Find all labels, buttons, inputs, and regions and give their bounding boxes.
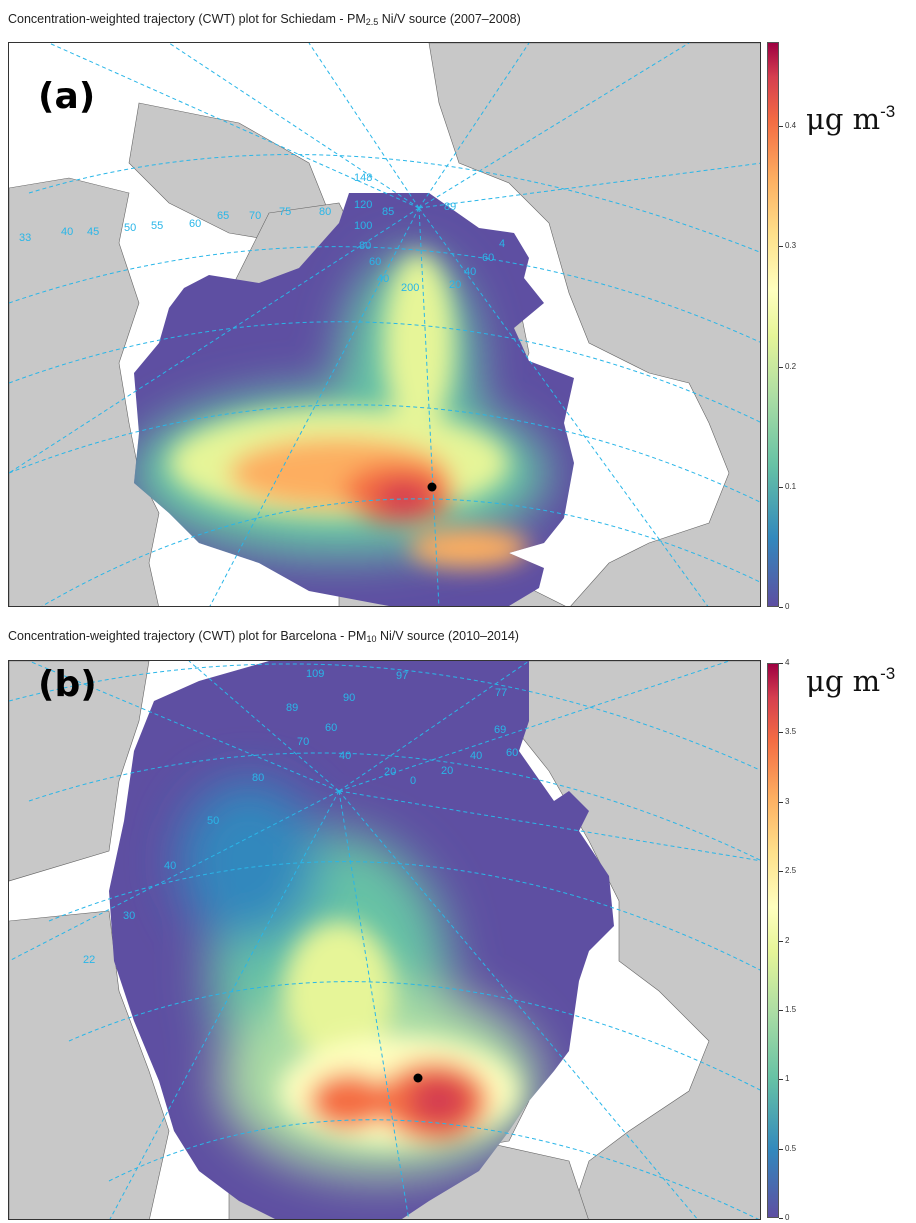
panel-a-cwt-surface: [134, 193, 574, 606]
grid-label: 60: [369, 256, 381, 268]
grid-label: 4: [499, 238, 505, 250]
grid-label: 80: [319, 206, 331, 218]
colorbar-tick: [779, 801, 783, 803]
colorbar-tick: [779, 1009, 783, 1011]
panel-b-label: (b): [38, 664, 97, 705]
colorbar-tick-label: 0.2: [785, 361, 797, 371]
grid-label: 80: [252, 772, 264, 784]
panel-a-graticule: [9, 43, 760, 606]
grid-label: 40: [464, 266, 476, 278]
panel-b-map: 109 97 90 89 77 70 60 80 69 60 40 20 0 2…: [8, 660, 761, 1220]
grid-label: 60: [506, 747, 518, 759]
colorbar-tick-label: 3: [785, 796, 790, 806]
grid-label: 100: [354, 220, 372, 232]
grid-label: 20: [384, 766, 396, 778]
grid-label: 50: [124, 222, 136, 234]
panel-a-receptor-marker: [427, 482, 437, 492]
panel-a-map-svg: 148 120 100 85 80 60 40 200 20 40 60 89 …: [9, 43, 760, 606]
panel-b-unit-exp: -3: [880, 664, 896, 683]
colorbar-tick: [779, 366, 783, 368]
colorbar-tick: [779, 486, 783, 488]
colorbar-tick-label: 3.5: [785, 727, 797, 737]
grid-label: 200: [401, 282, 419, 294]
grid-label: 60: [325, 722, 337, 734]
panel-a-title: Concentration-weighted trajectory (CWT) …: [8, 12, 521, 27]
panel-a-unit-exp: -3: [880, 102, 896, 121]
grid-label: 70: [249, 210, 261, 222]
panel-b-unit-base: μg m: [806, 664, 881, 698]
grid-label: 77: [495, 687, 507, 699]
colorbar-tick-label: 1: [785, 1074, 790, 1084]
colorbar-tick-label: 2: [785, 935, 790, 945]
colorbar-tick-label: 0: [785, 1213, 790, 1222]
colorbar-tick: [779, 1079, 783, 1081]
colorbar-tick: [779, 607, 783, 608]
grid-label: 40: [61, 226, 73, 238]
colorbar-tick-label: 0: [785, 602, 790, 611]
colorbar-tick: [779, 732, 783, 734]
panel-a-title-pm-size: 2.5: [365, 17, 379, 27]
panel-b-receptor-marker: [413, 1073, 423, 1083]
grid-label: 0: [410, 775, 416, 787]
grid-label: 40: [339, 750, 351, 762]
grid-label: 85: [382, 206, 394, 218]
grid-label: 40: [470, 750, 482, 762]
colorbar-tick-label: 0.1: [785, 481, 797, 491]
colorbar-tick: [779, 871, 783, 873]
panel-b-graticule: [9, 661, 760, 1219]
grid-label: 50: [207, 815, 219, 827]
panel-b-map-svg: 109 97 90 89 77 70 60 80 69 60 40 20 0 2…: [9, 661, 760, 1219]
colorbar-tick: [779, 246, 783, 248]
grid-label: 97: [396, 670, 408, 682]
grid-label: 89: [444, 201, 456, 213]
panel-a-unit-base: μg m: [806, 102, 881, 136]
colorbar-tick-label: 0.3: [785, 241, 797, 251]
grid-label: 40: [164, 860, 176, 872]
grid-label: 89: [286, 702, 298, 714]
grid-label: 20: [449, 279, 461, 291]
panel-b-title-prefix: Concentration-weighted trajectory (CWT) …: [8, 629, 367, 643]
colorbar-tick-label: 1.5: [785, 1004, 797, 1014]
grid-label: 30: [123, 910, 135, 922]
grid-label: 60: [482, 252, 494, 264]
panel-a-unit-label: μg m-3: [806, 102, 895, 136]
colorbar-tick-label: 0.5: [785, 1143, 797, 1153]
panel-a-grid-labels: 148 120 100 85 80 60 40 200 20 40 60 89 …: [19, 172, 505, 294]
panel-b-title: Concentration-weighted trajectory (CWT) …: [8, 629, 519, 644]
grid-label: 22: [83, 954, 95, 966]
grid-label: 60: [189, 218, 201, 230]
panel-a-label: (a): [38, 76, 96, 117]
grid-label: 45: [87, 226, 99, 238]
grid-label: 40: [377, 273, 389, 285]
panel-a-title-prefix: Concentration-weighted trajectory (CWT) …: [8, 12, 366, 26]
grid-label: 75: [279, 206, 291, 218]
grid-label: 65: [217, 210, 229, 222]
colorbar-tick: [779, 663, 783, 664]
panel-b-unit-label: μg m-3: [806, 664, 895, 698]
panel-b-title-pm-size: 10: [366, 634, 377, 644]
grid-label: 55: [151, 220, 163, 232]
panel-b-title-suffix: Ni/V source (2010–2014): [376, 629, 519, 643]
colorbar-tick-label: 4: [785, 658, 790, 667]
panel-a-colorbar: [767, 42, 779, 607]
colorbar-tick-label: 0.4: [785, 121, 797, 131]
grid-label: 70: [297, 736, 309, 748]
panel-a-title-suffix: Ni/V source (2007–2008): [378, 12, 521, 26]
grid-label: 120: [354, 199, 372, 211]
panel-b-grid-labels: 109 97 90 89 77 70 60 80 69 60 40 20 0 2…: [83, 668, 518, 966]
grid-label: 69: [494, 724, 506, 736]
grid-label: 148: [354, 172, 372, 184]
colorbar-tick-label: 2.5: [785, 866, 797, 876]
grid-label: 109: [306, 668, 324, 680]
panel-b-colorbar: [767, 663, 779, 1218]
grid-label: 90: [343, 692, 355, 704]
colorbar-tick: [779, 1148, 783, 1150]
grid-label: 33: [19, 232, 31, 244]
grid-label: 20: [441, 765, 453, 777]
panel-a-map: 148 120 100 85 80 60 40 200 20 40 60 89 …: [8, 42, 761, 607]
colorbar-tick: [779, 1218, 783, 1219]
grid-label: 80: [359, 240, 371, 252]
colorbar-tick: [779, 126, 783, 128]
colorbar-tick: [779, 940, 783, 942]
